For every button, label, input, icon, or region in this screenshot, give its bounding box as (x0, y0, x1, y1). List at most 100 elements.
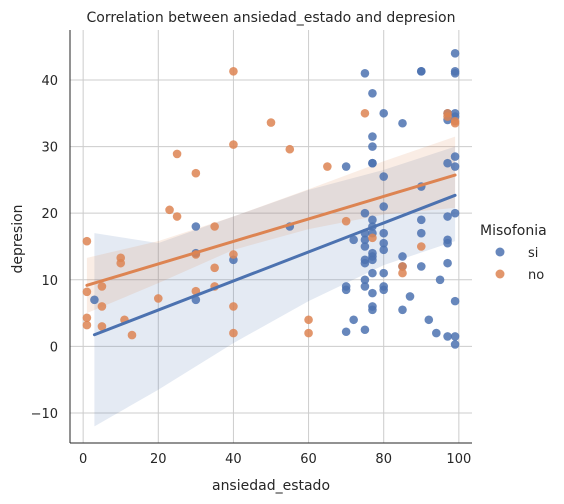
point-no (153, 294, 163, 303)
point-si (379, 172, 389, 181)
point-si (379, 202, 389, 211)
point-no (172, 212, 182, 221)
point-no (97, 282, 107, 291)
point-no (304, 315, 313, 325)
point-no (229, 302, 238, 311)
point-si (450, 340, 460, 349)
point-si (368, 288, 377, 298)
legend-label-si: si (528, 246, 538, 261)
y-tick-label: 10 (41, 274, 58, 289)
point-si (443, 332, 452, 341)
legend: Misofonia si no (480, 223, 547, 283)
point-si (341, 327, 351, 337)
point-si (450, 208, 460, 218)
point-si (443, 158, 452, 168)
point-no (229, 328, 238, 338)
point-no (82, 313, 92, 323)
confidence-bands (86, 136, 456, 427)
point-no (210, 222, 219, 231)
point-si (191, 222, 201, 231)
point-si (368, 142, 377, 151)
point-si (341, 285, 351, 295)
x-tick-label: 100 (446, 452, 471, 467)
point-si (368, 305, 377, 315)
point-si (360, 282, 370, 291)
point-si (368, 255, 377, 265)
chart-title: Correlation between ansiedad_estado and … (87, 10, 456, 26)
point-si (360, 242, 370, 251)
x-axis-label: ansiedad_estado (212, 478, 330, 494)
y-tick-label: 30 (41, 141, 58, 156)
point-si (368, 158, 377, 168)
legend-marker-no (495, 269, 505, 279)
point-si (379, 285, 389, 295)
y-tick-label: −10 (31, 407, 58, 422)
point-si (349, 315, 358, 325)
point-si (349, 235, 358, 245)
axes (69, 30, 472, 444)
point-si (435, 275, 445, 285)
y-tick-label: 0 (50, 340, 58, 355)
point-si (443, 258, 452, 268)
point-si (360, 275, 370, 285)
point-no (229, 67, 238, 76)
point-si (379, 108, 389, 118)
point-no (82, 320, 92, 330)
point-si (450, 152, 460, 161)
point-si (450, 68, 460, 78)
point-si (398, 305, 407, 315)
y-axis-label: depresion (10, 204, 26, 273)
point-si (398, 118, 407, 128)
x-tick-label: 60 (300, 452, 317, 467)
point-si (90, 295, 99, 305)
point-si (450, 49, 460, 58)
point-si (360, 208, 370, 218)
point-si (450, 296, 460, 306)
point-si (416, 215, 426, 225)
x-tick-label: 80 (375, 452, 392, 467)
point-si (341, 162, 351, 171)
tick-labels: 0 20 40 60 80 100 −10 0 10 20 30 40 (31, 74, 472, 467)
point-si (368, 88, 377, 98)
point-no (416, 242, 426, 251)
legend-marker-si (495, 247, 505, 257)
point-si (379, 238, 389, 248)
regression-lines (85, 173, 457, 337)
point-si (360, 68, 370, 78)
point-no (191, 168, 201, 178)
x-tick-label: 20 (150, 452, 167, 467)
point-si (443, 212, 452, 221)
point-no (172, 149, 182, 159)
point-no (285, 144, 295, 154)
point-no (210, 263, 219, 273)
legend-label-no: no (528, 268, 544, 283)
point-no (229, 140, 238, 149)
point-si (379, 245, 389, 255)
point-si (398, 252, 407, 261)
point-si (368, 215, 377, 225)
point-no (127, 330, 137, 340)
point-si (450, 332, 460, 341)
point-si (424, 315, 434, 325)
point-si (416, 228, 426, 238)
point-si (360, 325, 370, 335)
x-tick-label: 40 (225, 452, 242, 467)
point-si (360, 258, 370, 268)
point-no (450, 118, 460, 128)
legend-title: Misofonia (480, 223, 547, 239)
point-si (450, 162, 460, 171)
regression-line-no (85, 173, 457, 287)
point-si (443, 238, 452, 248)
confidence-band-no (86, 136, 456, 314)
regression-line-si (92, 193, 457, 337)
point-no (360, 108, 370, 118)
point-no (323, 162, 332, 171)
point-si (368, 268, 377, 278)
point-si (405, 292, 415, 301)
point-no (368, 233, 377, 243)
point-si (432, 328, 441, 338)
point-si (416, 262, 426, 271)
point-no (82, 236, 92, 246)
point-no (398, 262, 407, 271)
